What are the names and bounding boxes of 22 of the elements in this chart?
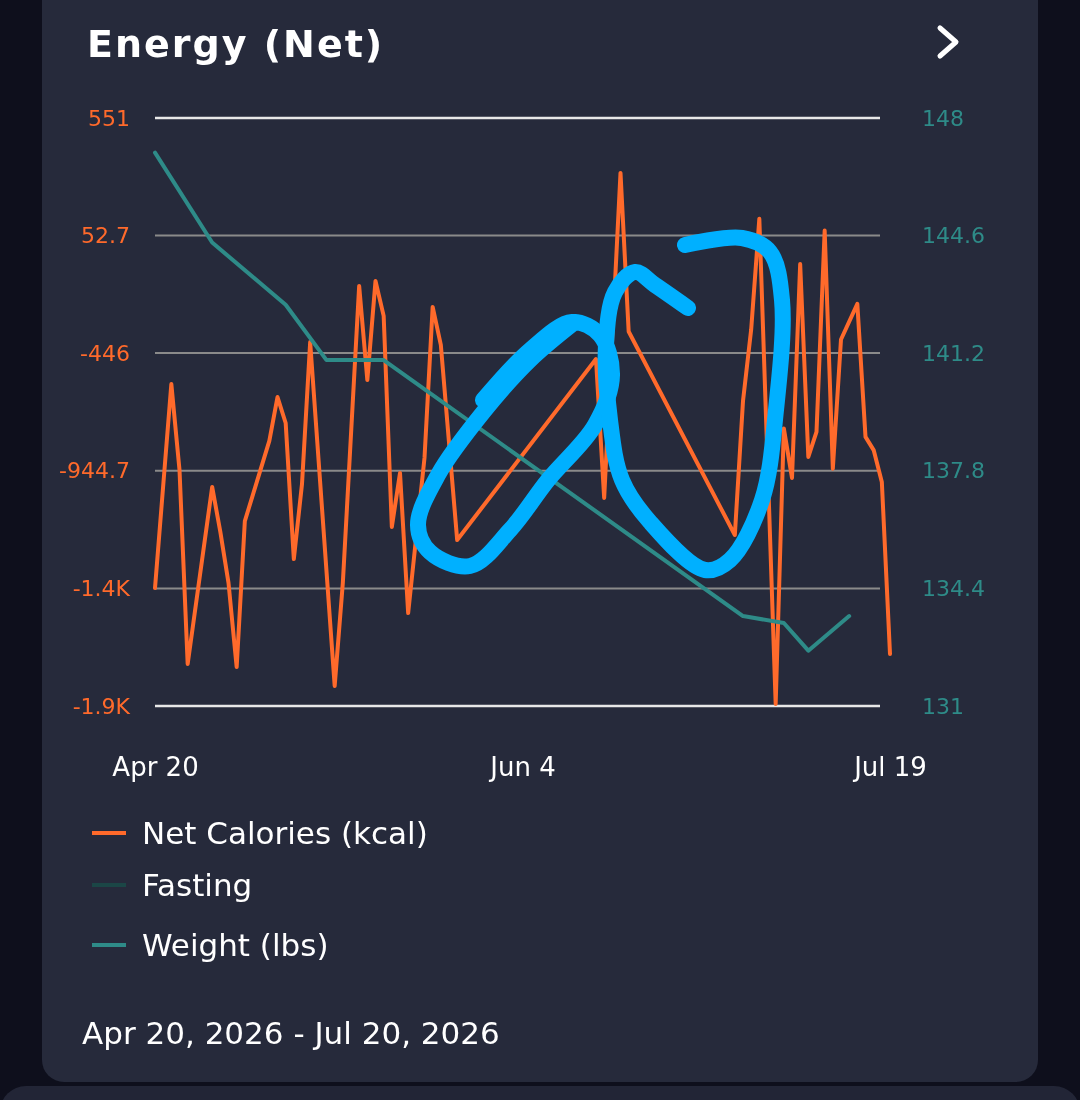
y-tick-label: 52.7 [81,223,130,249]
chart-title: Energy (Net) [87,22,385,66]
y-tick-label: 551 [88,105,130,131]
y2-tick-label: 144.6 [922,223,985,249]
y-tick-label: -1.4K [72,576,131,602]
y2-tick-label: 137.8 [922,458,985,484]
y-tick-label: -944.7 [59,458,130,484]
legend-label: Weight (lbs) [142,927,329,963]
x-tick-label: Jun 4 [488,752,556,783]
y-tick-label: -1.9K [72,693,131,719]
line-series [153,150,852,653]
y-tick-label: -446 [80,340,130,366]
y2-tick-label: 131 [922,693,964,719]
legend-label: Fasting [142,867,253,903]
line-series [153,170,892,706]
x-tick-label: Apr 20 [112,752,199,783]
y2-tick-label: 134.4 [922,575,985,601]
x-tick-label: Jul 19 [852,752,927,783]
y2-tick-label: 148 [922,105,964,131]
y2-tick-label: 141.2 [922,340,985,366]
legend-label: Net Calories (kcal) [142,815,428,851]
text: Apr 20, 2026 - Jul 20, 2026 [82,1015,500,1051]
